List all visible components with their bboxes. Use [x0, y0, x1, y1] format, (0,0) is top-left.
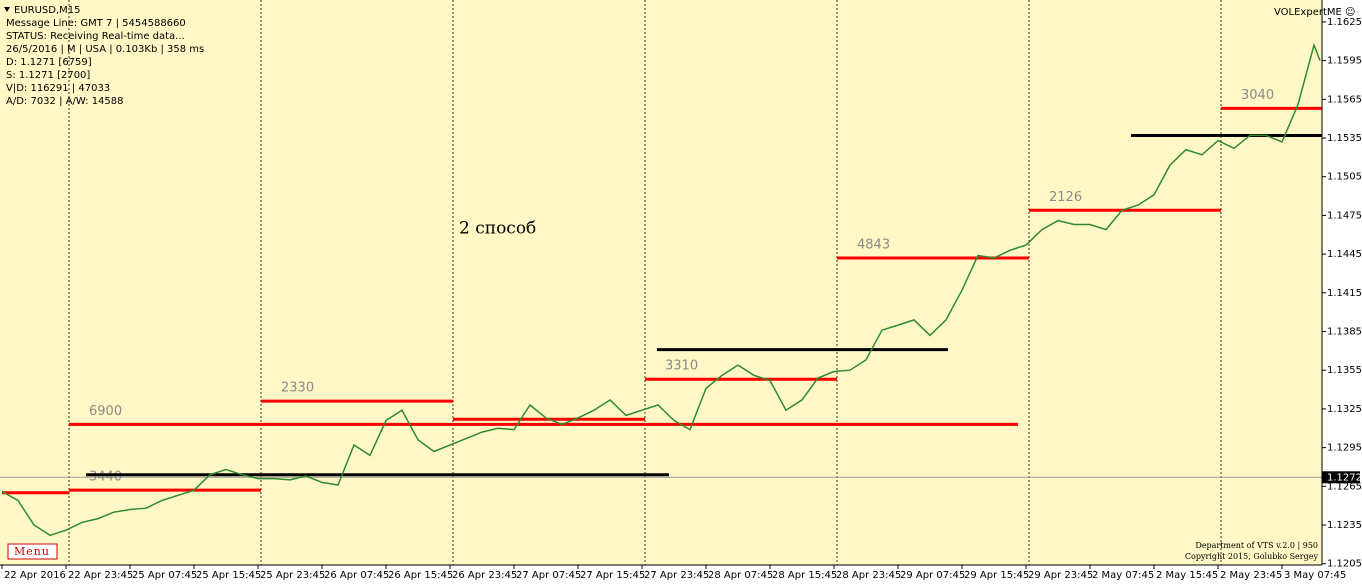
y-tick-label: 1.1355	[1327, 365, 1362, 376]
x-tick-label: 3 May 07:45	[1284, 570, 1346, 581]
y-tick-label: 1.1445	[1327, 249, 1362, 260]
y-tick-label: 1.1625	[1327, 17, 1362, 28]
x-tick-label: 27 Apr 23:45	[644, 570, 709, 581]
info-line: Message Line: GMT 7 | 5454588660	[6, 18, 186, 29]
x-tick-label: 26 Apr 15:45	[388, 570, 453, 581]
footer-line: Copyright 2015, Golubko Sergey	[1185, 552, 1319, 561]
price-line	[1, 42, 1321, 537]
current-price-label: 1.1272	[1327, 472, 1362, 483]
x-tick-label: 2 May 23:45	[1220, 570, 1282, 581]
y-tick-label: 1.1325	[1327, 404, 1362, 415]
x-tick-label: 2 May 07:45	[1092, 570, 1154, 581]
y-tick-label: 1.1565	[1327, 94, 1362, 105]
x-tick-label: 22 Apr 2016	[4, 570, 66, 581]
x-tick-label: 27 Apr 15:45	[580, 570, 645, 581]
x-tick-label: 26 Apr 23:45	[452, 570, 517, 581]
level-label: 6900	[89, 404, 122, 419]
collapse-icon[interactable]	[4, 7, 10, 12]
level-label: 2330	[281, 381, 314, 396]
info-line: D: 1.1271 [6759]	[6, 57, 92, 68]
info-line: STATUS: Receiving Real-time data...	[6, 31, 185, 42]
info-line: A/D: 7032 | A/W: 14588	[6, 96, 124, 107]
x-tick-label: 2 May 15:45	[1156, 570, 1218, 581]
level-label: 3040	[1241, 88, 1274, 103]
level-label: 4843	[857, 237, 890, 252]
level-label: 3310	[665, 359, 698, 374]
y-tick-label: 1.1235	[1327, 520, 1362, 531]
x-tick-label: 22 Apr 23:45	[68, 570, 133, 581]
x-tick-label: 28 Apr 15:45	[772, 570, 837, 581]
plot-bg	[0, 0, 1322, 565]
info-line: S: 1.1271 [2700]	[6, 70, 90, 81]
y-tick-label: 1.1205	[1327, 559, 1362, 570]
x-tick-label: 29 Apr 23:45	[1028, 570, 1093, 581]
x-tick-label: 29 Apr 07:45	[900, 570, 965, 581]
x-tick-label: 28 Apr 23:45	[836, 570, 901, 581]
info-line: 26/5/2016 | M | USA | 0.103Kb | 358 ms	[6, 44, 204, 55]
x-tick-label: 29 Apr 15:45	[964, 570, 1029, 581]
note: 2 способ	[459, 219, 536, 239]
x-tick-label: 25 Apr 23:45	[260, 570, 325, 581]
y-tick-label: 1.1595	[1327, 56, 1362, 67]
x-tick-label: 25 Apr 07:45	[132, 570, 197, 581]
indicator-name: VOLExpertME ☺	[1274, 7, 1355, 18]
y-tick-label: 1.1385	[1327, 327, 1362, 338]
info-line: V|D: 116291 | 47033	[6, 83, 110, 94]
x-tick-label: 26 Apr 07:45	[324, 570, 389, 581]
level-label: 2126	[1049, 190, 1082, 205]
y-tick-label: 1.1475	[1327, 210, 1362, 221]
current-price-box	[1322, 471, 1360, 484]
x-tick-label: 27 Apr 07:45	[516, 570, 581, 581]
y-tick-label: 1.1415	[1327, 288, 1362, 299]
x-tick-label: 25 Apr 15:45	[196, 570, 261, 581]
menu-button[interactable]	[7, 543, 58, 560]
menu-label[interactable]: Menu	[14, 545, 50, 558]
x-tick-label: 28 Apr 07:45	[708, 570, 773, 581]
y-tick-label: 1.1295	[1327, 443, 1362, 454]
footer-line: Department of VTS v.2.0 | 950	[1195, 541, 1318, 550]
level-label: 3440	[89, 470, 122, 485]
y-tick-label: 1.1505	[1327, 172, 1362, 183]
y-tick-label: 1.1535	[1327, 133, 1362, 144]
symbol: EURUSD,M15	[14, 5, 80, 16]
y-tick-label: 1.1265	[1327, 481, 1362, 492]
